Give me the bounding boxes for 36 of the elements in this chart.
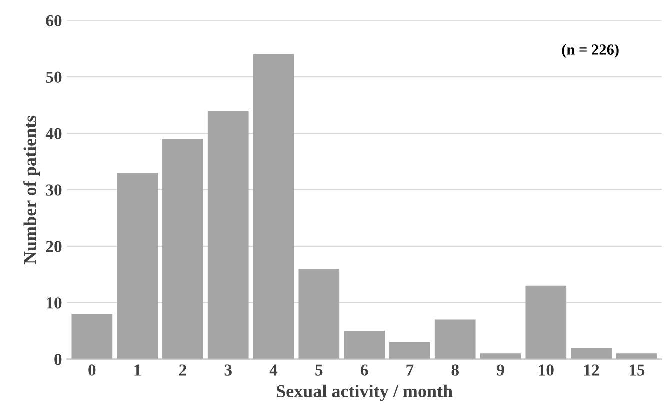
x-tick-label: 2 <box>180 364 186 376</box>
x-tick-label: 15 <box>630 364 645 376</box>
bar <box>117 173 158 360</box>
x-tick-label: 10 <box>539 364 554 376</box>
y-tick-label: 10 <box>47 298 62 309</box>
x-tick-label: 4 <box>270 364 278 376</box>
bar <box>390 342 430 360</box>
x-axis-title: Sexual activity / month <box>277 384 453 402</box>
bar <box>344 331 385 360</box>
x-tick-label: 1 <box>134 364 141 376</box>
x-tick-label: 9 <box>497 364 504 376</box>
bar <box>72 314 113 360</box>
y-tick-label: 40 <box>46 128 62 140</box>
annotation: (n = 226) <box>562 44 619 58</box>
x-tick-label: 12 <box>584 364 600 376</box>
bar <box>616 354 658 360</box>
y-tick-label: 20 <box>46 241 62 252</box>
bar <box>298 269 340 360</box>
x-tick-label: 5 <box>316 364 323 376</box>
x-tick-label: 0 <box>88 364 96 376</box>
bar <box>571 348 612 360</box>
x-tick-label: 3 <box>224 364 232 376</box>
y-tick-label: 0 <box>54 354 62 366</box>
x-tick-label: 7 <box>406 364 414 376</box>
bar <box>208 110 249 360</box>
y-axis-title: Number of patients <box>24 116 40 264</box>
bar <box>526 286 567 360</box>
x-tick-label: 6 <box>360 364 368 376</box>
y-tick-label: 50 <box>46 72 62 84</box>
bar <box>253 54 294 360</box>
y-tick-label: 60 <box>46 15 62 27</box>
y-tick-label: 30 <box>46 184 62 196</box>
bar <box>162 139 204 360</box>
x-tick-label: 8 <box>452 364 459 376</box>
bar <box>434 320 476 360</box>
bar <box>480 354 522 360</box>
